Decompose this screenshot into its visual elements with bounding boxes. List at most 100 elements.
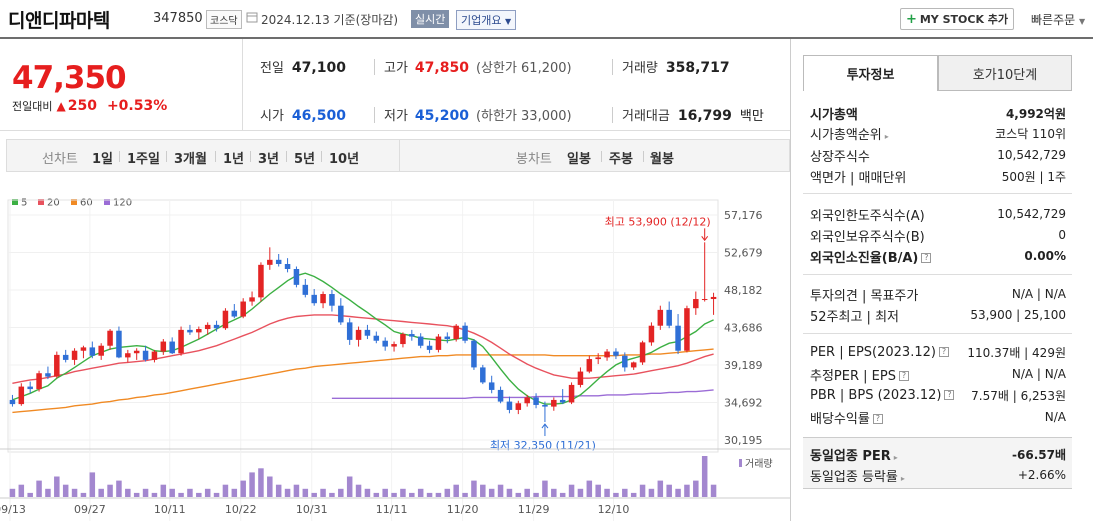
mystock-add-button[interactable]: + MY STOCK 추가 [900, 8, 1014, 30]
period-1w[interactable]: 1주일 [127, 152, 160, 167]
candle-body [515, 403, 522, 410]
divider [803, 333, 1072, 334]
volume-bar [409, 492, 415, 497]
dividend-row: 배당수익률? N/A [810, 410, 1066, 427]
face-value-row: 액면가 | 매매단위 500원 | 1주 [810, 169, 1066, 186]
period-weekly[interactable]: 주봉 [609, 152, 633, 167]
candle-body [604, 351, 610, 358]
volume-legend-swatch [739, 459, 742, 467]
candle-body [204, 324, 211, 330]
y-tick-label: 57,176 [724, 209, 763, 222]
candle-body [693, 299, 699, 309]
period-daily[interactable]: 일봉 [567, 152, 591, 167]
y-tick-label: 34,692 [724, 397, 763, 410]
volume-bar [311, 492, 317, 497]
tab-invest-info[interactable]: 투자정보 [803, 55, 938, 91]
candle-body [675, 325, 681, 351]
candle-body [453, 325, 459, 340]
volume-bar [373, 492, 380, 497]
legend-label: 5 [21, 198, 27, 209]
divider [0, 130, 790, 131]
help-icon[interactable]: ? [938, 347, 949, 357]
candle-body [293, 269, 300, 285]
volume-bar [684, 484, 690, 497]
volume-bar [9, 488, 16, 497]
candle-body [586, 359, 593, 372]
y-tick-label: 43,686 [724, 322, 763, 335]
help-icon[interactable]: ? [921, 253, 932, 263]
candle-body [595, 357, 601, 360]
y-tick-label: 30,195 [724, 434, 763, 447]
volume-bar [559, 492, 566, 497]
candle-body [187, 329, 193, 333]
volume-bar [125, 488, 131, 497]
pbr-row: PBR | BPS (2023.12)? 7.57배 | 6,253원 [810, 387, 1066, 403]
week52-row: 52주최고 | 최저 53,900 | 25,100 [810, 308, 1066, 325]
period-10y[interactable]: 10년 [329, 152, 360, 167]
candle-body [648, 325, 655, 343]
candle-body [329, 294, 335, 306]
volume-bar [524, 488, 530, 497]
volume-label: 거래량 [745, 458, 773, 470]
realtime-button[interactable]: 실시간 [411, 10, 450, 28]
high-note: 최고 53,900 (12/12) [605, 215, 711, 228]
period-1y[interactable]: 1년 [223, 152, 245, 167]
period-3y[interactable]: 3년 [258, 152, 280, 167]
candle-body [622, 355, 628, 368]
cap-rank-row[interactable]: 시가총액순위 ▸ 코스닥 110위 [810, 126, 1066, 143]
volume-bar [568, 484, 575, 497]
x-tick-label: 11/20 [447, 503, 479, 516]
volume-bar [426, 492, 433, 497]
volume-bar [249, 472, 255, 497]
volume-bar [435, 492, 442, 497]
sector-per-row[interactable]: 동일업종 PER ▸ -66.57배 [810, 447, 1066, 464]
opinion-row: 투자의견 | 목표주가 N/A | N/A [810, 287, 1066, 304]
stat-low: 저가 45,200 (하한가 33,000) [384, 108, 572, 124]
candle-body [400, 334, 406, 345]
candle-body [36, 373, 42, 390]
volume-bar [169, 488, 175, 497]
candle-body [107, 330, 113, 346]
period-5y[interactable]: 5년 [294, 152, 316, 167]
ma5-line [12, 272, 714, 405]
sector-rate-row[interactable]: 동일업종 등락률 ▸ +2.66% [810, 468, 1066, 485]
volume-bar [142, 488, 149, 497]
price-chart[interactable]: 5 20 60 120 최고 53,900 (12/12) 최저 32,350 (11/… [0, 190, 790, 521]
period-1d[interactable]: 1일 [92, 152, 114, 167]
volume-bar [240, 480, 246, 497]
candle-body [249, 297, 255, 302]
volume-bar [497, 484, 504, 497]
plot-frame [7, 199, 719, 453]
candle-body [18, 386, 25, 405]
x-tick-label: 11/29 [518, 503, 550, 516]
candle-body [133, 350, 140, 354]
tab-order-book[interactable]: 호가10단계 [938, 55, 1072, 91]
help-icon[interactable]: ? [898, 371, 909, 381]
corp-info-dropdown[interactable]: 기업개요 ▼ [456, 10, 517, 30]
line-chart-label: 선차트 [42, 152, 78, 167]
volume-bar [346, 476, 353, 497]
help-icon[interactable]: ? [872, 414, 883, 424]
x-tick-label: 09/13 [0, 503, 26, 516]
candle-body [9, 399, 16, 405]
candle-body [346, 322, 353, 340]
volume-bar [27, 492, 33, 497]
x-tick-label: 10/31 [296, 503, 328, 516]
y-tick-label: 52,679 [724, 247, 763, 260]
volume-bar [675, 488, 681, 497]
candle-body [231, 310, 238, 317]
volume-bar [382, 488, 388, 497]
period-monthly[interactable]: 월봉 [650, 152, 674, 167]
help-icon[interactable]: ? [944, 390, 955, 400]
volume-bar [36, 480, 42, 497]
volume-bar [630, 492, 637, 497]
volume-bar [648, 488, 655, 497]
quick-order-dropdown[interactable]: 빠른주문 ▼ [1031, 13, 1086, 27]
period-3m[interactable]: 3개월 [174, 152, 207, 167]
volume-bar [364, 488, 371, 497]
candle-body [338, 305, 344, 323]
candle-body [488, 382, 495, 390]
volume-bar [506, 488, 513, 497]
candle-body [151, 351, 158, 360]
volume-bar [71, 488, 78, 497]
